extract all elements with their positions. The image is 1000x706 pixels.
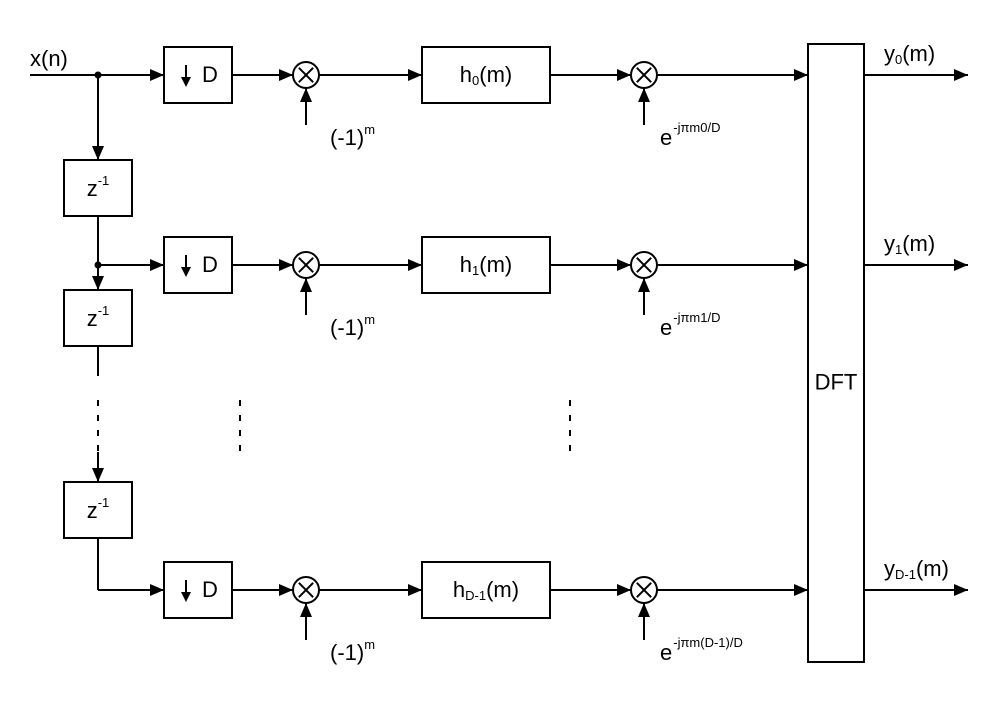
arrowhead <box>794 259 808 271</box>
arrowhead <box>92 146 104 160</box>
arrowhead <box>300 603 312 617</box>
output-label-0: y0(m) <box>884 41 935 68</box>
arrowhead <box>408 584 422 596</box>
arrowhead <box>638 88 650 102</box>
twiddle-label-0: e-jπm0/D <box>660 120 721 149</box>
arrowhead <box>150 584 164 596</box>
arrowhead <box>279 69 293 81</box>
decimator-label-1: D <box>202 252 218 277</box>
twiddle-label-1: e-jπm1/D <box>660 310 721 339</box>
premult-label-2: (-1)m <box>330 637 375 664</box>
arrowhead <box>794 584 808 596</box>
decimator-1 <box>164 237 232 293</box>
arrowhead <box>638 603 650 617</box>
arrowhead <box>300 88 312 102</box>
arrowhead <box>408 259 422 271</box>
premult-label-1: (-1)m <box>330 312 375 339</box>
output-label-2: yD-1(m) <box>884 556 949 583</box>
arrowhead <box>617 69 631 81</box>
arrowhead <box>954 259 968 271</box>
decimator-0 <box>164 47 232 103</box>
arrowhead <box>92 276 104 290</box>
input-label: x(n) <box>30 46 68 71</box>
premult-label-0: (-1)m <box>330 122 375 149</box>
arrowhead <box>617 584 631 596</box>
arrowhead <box>150 69 164 81</box>
arrowhead <box>617 259 631 271</box>
arrowhead <box>954 584 968 596</box>
dft-block <box>808 44 864 662</box>
filter-label-1: h1(m) <box>460 252 512 279</box>
dft-label: DFT <box>815 370 858 395</box>
decimator-label-2: D <box>202 577 218 602</box>
output-label-1: y1(m) <box>884 231 935 258</box>
arrowhead <box>300 278 312 292</box>
arrowhead <box>92 468 104 482</box>
arrowhead <box>150 259 164 271</box>
filter-label-0: h0(m) <box>460 62 512 89</box>
arrowhead <box>408 69 422 81</box>
arrowhead <box>279 259 293 271</box>
decimator-label-0: D <box>202 62 218 87</box>
arrowhead <box>954 69 968 81</box>
arrowhead <box>279 584 293 596</box>
filter-label-2: hD-1(m) <box>453 577 519 604</box>
twiddle-label-2: e-jπm(D-1)/D <box>660 635 743 664</box>
arrowhead <box>794 69 808 81</box>
decimator-2 <box>164 562 232 618</box>
arrowhead <box>638 278 650 292</box>
